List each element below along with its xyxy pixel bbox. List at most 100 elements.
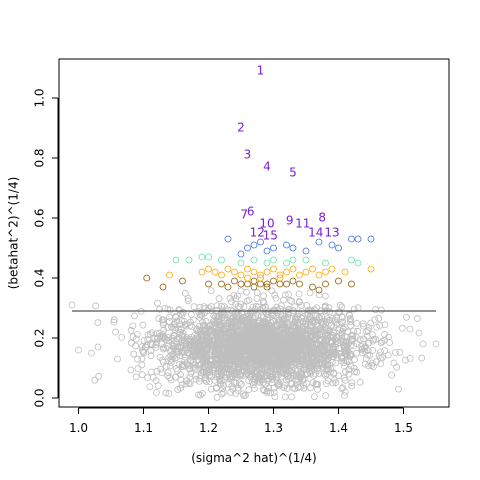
series-point [276, 274, 284, 282]
cloud-point [199, 321, 207, 329]
cloud-point [331, 316, 339, 324]
cloud-point [268, 348, 276, 356]
cloud-point [336, 301, 344, 309]
cloud-point [154, 299, 161, 307]
cloud-point [338, 357, 346, 365]
cloud-point [296, 337, 304, 344]
cloud-point [324, 334, 331, 342]
cloud-point [246, 330, 253, 338]
cloud-point [303, 301, 311, 309]
cloud-point [249, 381, 257, 389]
series-point [309, 265, 316, 273]
cloud-point [263, 363, 270, 371]
cloud-point [148, 329, 156, 337]
cloud-point [336, 308, 344, 316]
cloud-point [328, 321, 336, 329]
series-point [231, 277, 238, 285]
cloud-point [230, 360, 238, 367]
cloud-point [278, 356, 285, 363]
x-tick-label: 1.0 [69, 421, 88, 435]
series-point [328, 265, 336, 273]
cloud-point [223, 323, 231, 330]
cloud-point [131, 312, 138, 320]
cloud-point [196, 311, 204, 319]
cloud-point [377, 339, 385, 347]
cloud-point [199, 368, 206, 375]
cloud-point [206, 368, 214, 376]
cloud-point [279, 345, 287, 353]
cloud-point [307, 384, 314, 392]
cloud-point [259, 370, 267, 378]
cloud-point [259, 332, 267, 340]
cloud-point [177, 329, 184, 336]
cloud-point [353, 349, 360, 357]
cloud-point [238, 336, 246, 344]
cloud-point [130, 350, 138, 358]
cloud-point [342, 337, 350, 345]
cloud-point [348, 382, 356, 390]
cloud-point [353, 340, 361, 348]
series-point [263, 280, 271, 288]
cloud-point [377, 348, 384, 356]
cloud-point [314, 386, 321, 393]
cloud-point [340, 392, 348, 399]
rank-label: 6 [247, 205, 255, 219]
cloud-point [306, 336, 314, 344]
cloud-point [195, 361, 203, 369]
cloud-point [191, 360, 199, 368]
series-point [172, 256, 180, 264]
cloud-point [317, 326, 325, 334]
cloud-point [228, 298, 235, 306]
cloud-point [292, 315, 300, 323]
cloud-point [237, 343, 245, 351]
cloud-point [315, 291, 323, 299]
cloud-point [293, 353, 301, 361]
series-point [244, 244, 251, 252]
cloud-point [162, 362, 170, 370]
series-point [270, 244, 277, 252]
cloud-point [134, 365, 142, 372]
cloud-point [297, 365, 305, 373]
cloud-point [305, 346, 313, 353]
cloud-point [198, 330, 206, 338]
cloud-point [333, 313, 340, 321]
cloud-point [187, 318, 194, 326]
cloud-point [327, 322, 335, 330]
cloud-point [346, 315, 354, 323]
cloud-point [94, 319, 102, 326]
cloud-point [132, 342, 139, 350]
cloud-point [432, 340, 440, 348]
series-point [283, 259, 290, 267]
cloud-point [185, 365, 193, 373]
series-point [283, 241, 290, 249]
cloud-point [219, 330, 226, 337]
cloud-point [245, 377, 253, 384]
series-point [270, 265, 277, 273]
cloud-point [239, 326, 247, 334]
cloud-point [294, 371, 302, 379]
cloud-point [279, 338, 286, 346]
cloud-point [346, 318, 354, 326]
cloud-point [259, 329, 267, 337]
cloud-point [345, 370, 353, 378]
rank-label: 7 [240, 208, 248, 222]
cloud-point [393, 363, 401, 371]
cloud-point [228, 382, 236, 390]
cloud-point [169, 353, 177, 361]
cloud-point [249, 309, 256, 316]
cloud-point [275, 319, 283, 327]
cloud-point [347, 352, 355, 360]
cloud-point [246, 367, 254, 375]
cloud-point [364, 351, 372, 359]
cloud-point [284, 313, 292, 321]
cloud-point [230, 379, 238, 387]
series-point [218, 271, 225, 279]
cloud-point [321, 336, 329, 344]
x-tick-label: 1.4 [329, 421, 348, 435]
cloud-point [413, 315, 421, 322]
series-point [244, 274, 251, 282]
cloud-point [299, 342, 307, 350]
cloud-point [324, 365, 332, 373]
cloud-point [177, 376, 185, 384]
cloud-point [313, 380, 321, 388]
